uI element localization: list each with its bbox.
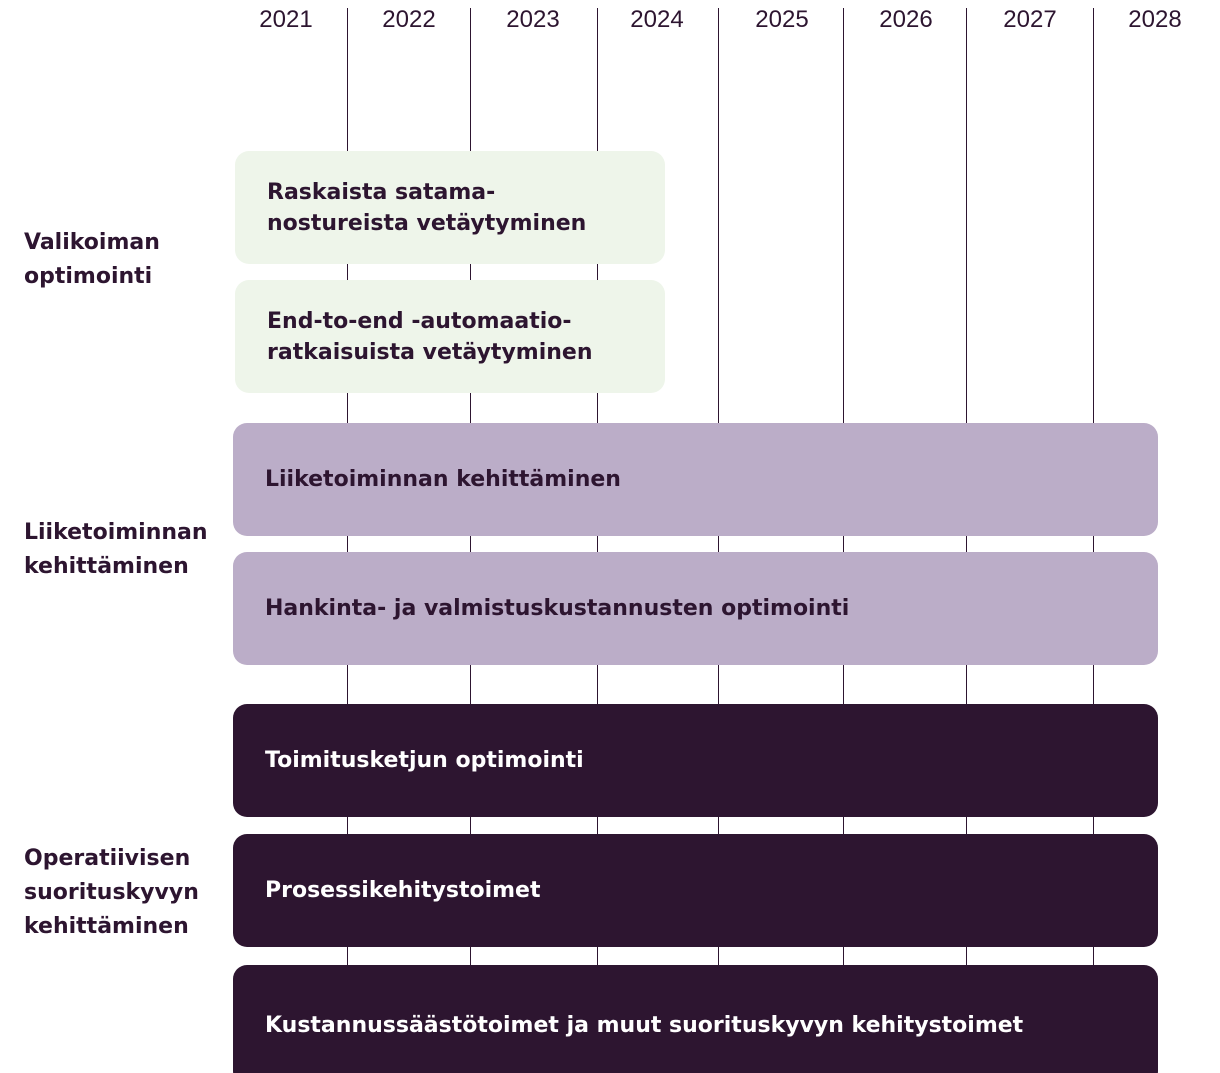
group-label-line: Operatiivisen (24, 846, 191, 871)
year-divider (966, 8, 967, 1073)
group-label-line: Liiketoiminnan (24, 520, 208, 545)
year-divider (1093, 8, 1094, 1073)
year-label: 2028 (1128, 6, 1182, 33)
initiative-line: Hankinta- ja valmistuskustannusten optim… (265, 596, 850, 621)
initiative-box: Raskaista satama-nostureista vetäytymine… (235, 151, 665, 264)
year-label: 2025 (755, 6, 809, 33)
year-divider (597, 8, 598, 1073)
initiative-box: Kustannussäästötoimet ja muut suoritusky… (233, 965, 1158, 1073)
initiative-box: Prosessikehitystoimet (233, 834, 1158, 947)
group-label: Operatiivisen suorituskyvyn kehittäminen (24, 842, 199, 944)
group-label: Liiketoiminnan kehittäminen (24, 516, 208, 584)
initiative-line: Liiketoiminnan kehittäminen (265, 467, 621, 492)
group-label-line: kehittäminen (24, 554, 189, 579)
initiative-line: End-to-end -automaatio- (267, 308, 572, 334)
initiative-line: nostureista vetäytyminen (267, 210, 587, 236)
year-divider (718, 8, 719, 1073)
year-divider (470, 8, 471, 1073)
year-label: 2023 (506, 6, 560, 33)
year-label: 2027 (1003, 6, 1057, 33)
year-label: 2024 (630, 6, 684, 33)
year-label: 2026 (879, 6, 933, 33)
year-divider (347, 8, 348, 1073)
initiative-box: End-to-end -automaatio-ratkaisuista vetä… (235, 280, 665, 393)
initiative-box: Hankinta- ja valmistuskustannusten optim… (233, 552, 1158, 665)
initiative-box: Toimitusketjun optimointi (233, 704, 1158, 817)
initiative-line: Toimitusketjun optimointi (265, 748, 584, 773)
group-label-line: suorituskyvyn (24, 880, 199, 905)
year-label: 2022 (382, 6, 436, 33)
year-label: 2021 (259, 6, 313, 33)
group-label-line: optimointi (24, 264, 153, 289)
group-label: Valikoiman optimointi (24, 226, 160, 294)
initiative-line: Kustannussäästötoimet ja muut suoritusky… (265, 1012, 1024, 1038)
initiative-line: ratkaisuista vetäytyminen (267, 339, 593, 365)
group-label-line: kehittäminen (24, 914, 189, 939)
year-divider (843, 8, 844, 1073)
initiative-line: Prosessikehitystoimet (265, 878, 541, 903)
initiative-line: Raskaista satama- (267, 179, 496, 205)
initiative-box: Liiketoiminnan kehittäminen (233, 423, 1158, 536)
group-label-line: Valikoiman (24, 230, 160, 255)
